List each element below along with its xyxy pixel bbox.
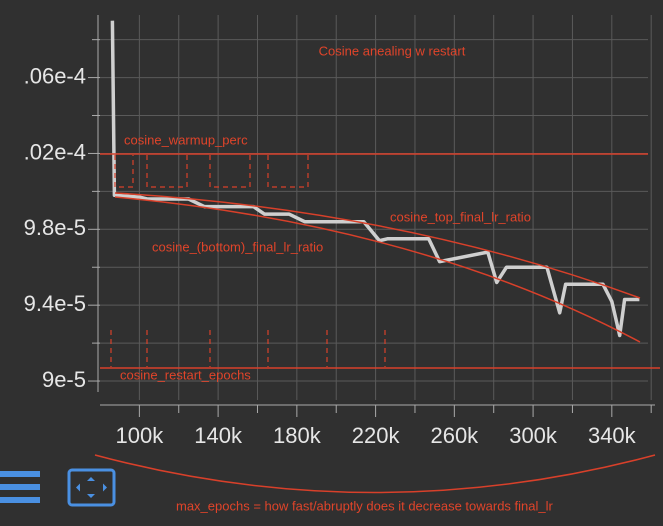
annotation: Cosine anealing w restart (319, 43, 466, 58)
warmup-boxes (114, 155, 309, 188)
x-tick-label: 100k (116, 423, 165, 448)
y-tick-label: .02e-4 (24, 139, 86, 164)
annotation: cosine_top_final_lr_ratio (390, 209, 531, 224)
menu-icon[interactable] (0, 471, 40, 503)
series-line (110, 20, 640, 338)
x-tick-label: 340k (588, 423, 637, 448)
annotation: cosine_warmup_perc (124, 132, 248, 147)
fit-button[interactable] (67, 468, 116, 507)
plot (110, 20, 640, 338)
y-tick-label: 9.8e-5 (24, 215, 86, 240)
grid: 9e-5 9.4e-5 9.8e-5 .02e-4 .06e-4 100k 140k 180k… (24, 15, 655, 448)
annotation-shapes (94, 153, 660, 494)
top-curve (114, 192, 641, 299)
x-tick-label: 300k (509, 423, 558, 448)
annotation: cosine_(bottom)_final_lr_ratio (152, 239, 323, 254)
y-tick-label: 9.4e-5 (24, 291, 86, 316)
annotation: max_epochs = how fast/abruptly does it d… (176, 498, 554, 513)
x-tick-label: 140k (194, 423, 243, 448)
x-tick-label: 220k (352, 423, 401, 448)
x-tick-label: 260k (430, 423, 479, 448)
max-epochs-arc (94, 454, 656, 494)
y-tick-label: .06e-4 (24, 63, 86, 88)
bottom-curve (114, 196, 641, 343)
x-tick-label: 180k (273, 423, 322, 448)
restart-marks (110, 330, 386, 367)
annotation: cosine_restart_epochs (120, 367, 251, 382)
y-tick-label: 9e-5 (42, 367, 86, 392)
